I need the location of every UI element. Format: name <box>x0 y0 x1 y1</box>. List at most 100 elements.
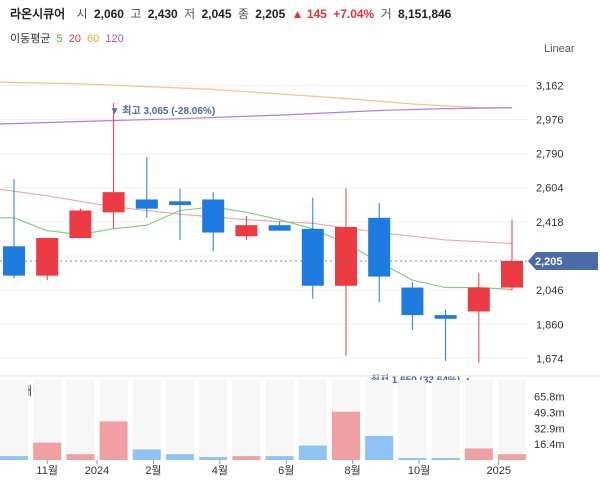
current-price-marker: 2,205 <box>528 251 598 270</box>
x-tick-label: 6월 <box>278 464 294 477</box>
volume-label: 거 <box>380 7 392 21</box>
volume-bar[interactable] <box>298 445 327 460</box>
x-tick-label: 8월 <box>345 464 361 477</box>
stock-name: 라온시큐어 <box>10 7 66 21</box>
ma-legend-label: 이동평균 <box>10 33 51 45</box>
candle-body <box>501 260 523 288</box>
candle[interactable] <box>268 221 291 231</box>
price-tick-label: 2,046 <box>536 285 564 297</box>
volume-bar[interactable] <box>365 435 394 460</box>
volume-bar[interactable] <box>166 454 194 460</box>
volume-bar[interactable] <box>99 421 128 460</box>
candle[interactable] <box>36 238 59 281</box>
candle-body <box>368 217 391 277</box>
close-value: 2,205 <box>255 7 286 21</box>
ma-120-label: 120 <box>105 33 124 45</box>
candle-body <box>169 201 191 205</box>
price-tick-label: 1,860 <box>536 319 564 331</box>
x-tick-label: 2월 <box>145 464 161 477</box>
candle[interactable] <box>368 203 391 303</box>
candle[interactable] <box>202 192 225 251</box>
candle[interactable] <box>467 272 490 363</box>
x-tick-label: 2025 <box>486 465 510 477</box>
x-tick-label: 11월 <box>36 464 58 477</box>
high-value: 2,430 <box>147 7 178 21</box>
volume-tick-label: 16.4m <box>534 439 565 451</box>
scale-mode-button[interactable]: Linear <box>544 43 575 55</box>
low-value: 2,045 <box>201 7 232 21</box>
low-label: 저 <box>184 7 196 21</box>
price-tick-label: 1,674 <box>536 353 564 365</box>
candle-body <box>301 228 324 286</box>
price-high-annotation: ▼ 최고 3,065 (-28.06%) <box>110 104 216 117</box>
moving-average-legend[interactable]: 이동평균 5 20 60 120 <box>10 30 127 46</box>
volume-bar[interactable] <box>431 458 460 460</box>
candle[interactable] <box>501 219 523 291</box>
volume-slot <box>132 380 161 460</box>
current-price-badge <box>528 251 598 270</box>
candle-body <box>3 246 25 276</box>
volume-bar[interactable] <box>199 457 228 460</box>
candle[interactable] <box>69 208 92 239</box>
candle-body <box>335 227 357 286</box>
candle-body <box>401 287 424 316</box>
candle[interactable] <box>169 188 191 240</box>
x-tick-label: 2024 <box>85 465 109 477</box>
candle[interactable] <box>301 197 324 299</box>
volume-value: 8,151,846 <box>397 7 452 21</box>
ma-20-label: 20 <box>68 33 81 45</box>
open-value: 2,060 <box>93 7 124 21</box>
candle-body <box>135 199 158 209</box>
volume-bar[interactable] <box>332 411 360 460</box>
volume-tick-label: 49.3m <box>534 407 565 419</box>
open-label: 시 <box>76 7 88 21</box>
ma120-line <box>0 107 513 125</box>
candle[interactable] <box>235 216 258 240</box>
candle[interactable] <box>434 309 457 361</box>
x-tick-label: 4월 <box>212 464 228 477</box>
ma-60-label: 60 <box>87 33 100 45</box>
volume-bar[interactable] <box>66 454 95 460</box>
volume-slot <box>232 380 261 460</box>
candle[interactable] <box>401 282 424 330</box>
volume-bar[interactable] <box>232 456 261 460</box>
volume-bar[interactable] <box>0 456 28 460</box>
price-tick-label: 2,604 <box>536 183 564 195</box>
volume-bar[interactable] <box>464 448 493 460</box>
current-price-label: 2,205 <box>535 256 563 268</box>
candle[interactable] <box>3 179 25 279</box>
price-tick-label: 2,976 <box>536 114 564 126</box>
volume-slot <box>398 380 427 460</box>
volume-bar[interactable] <box>398 458 427 460</box>
high-label: 고 <box>130 7 142 21</box>
candle-body <box>69 210 92 239</box>
change-value: ▲ 145 <box>291 7 327 21</box>
candle-body <box>268 225 291 231</box>
ma5-line <box>0 206 513 290</box>
volume-bar[interactable] <box>265 456 294 460</box>
close-label: 종 <box>237 7 249 21</box>
change-percent: +7.04% <box>333 7 375 21</box>
volume-bar[interactable] <box>132 449 161 460</box>
volume-tick-label: 65.8m <box>534 392 565 404</box>
volume-tick-label: 32.9m <box>534 423 565 435</box>
candle-body <box>102 192 125 213</box>
candle[interactable] <box>135 157 158 218</box>
volume-slot <box>431 380 460 460</box>
candle-body <box>467 287 490 312</box>
volume-slot <box>265 380 294 460</box>
volume-slot <box>498 380 526 460</box>
stock-header: 라온시큐어 시 2,060 고 2,430 저 2,045 종 2,205 ▲ … <box>10 5 454 22</box>
candle-body <box>434 315 457 319</box>
candle[interactable] <box>102 103 125 229</box>
volume-bar[interactable] <box>33 442 62 460</box>
price-tick-label: 2,790 <box>536 149 564 161</box>
volume-bar[interactable] <box>498 454 526 460</box>
volume-slot <box>464 380 493 460</box>
x-tick-label: 10월 <box>408 464 430 477</box>
candle[interactable] <box>335 188 357 356</box>
ma-5-label: 5 <box>56 33 63 45</box>
volume-slot <box>0 380 28 460</box>
ma60-line <box>0 81 512 109</box>
